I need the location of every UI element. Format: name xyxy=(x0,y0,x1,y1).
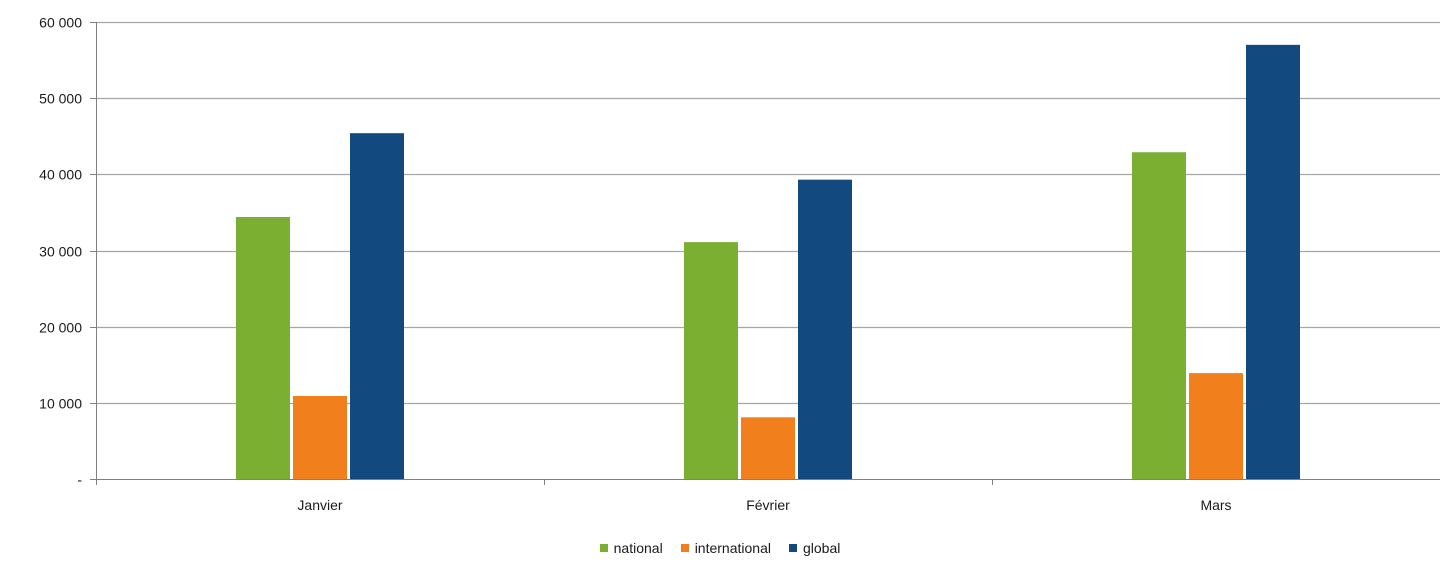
bar-global-1 xyxy=(798,179,852,480)
bar-international-0 xyxy=(293,395,347,479)
bar-global-2 xyxy=(1246,44,1300,479)
y-tick-label: 60 000 xyxy=(39,15,82,31)
legend-label-national: national xyxy=(613,540,663,556)
y-tick-label: 10 000 xyxy=(39,396,82,412)
y-tick-label: 20 000 xyxy=(39,320,82,336)
x-axis-tick-labels: Janvier Février Mars xyxy=(297,497,1231,513)
bar-national-2 xyxy=(1132,152,1186,479)
bar-global-0 xyxy=(350,133,404,479)
legend-item-global: global xyxy=(788,540,841,556)
x-tick-label: Mars xyxy=(1200,497,1231,513)
legend: national international global xyxy=(0,540,1440,556)
legend-swatch-global xyxy=(788,544,797,552)
y-axis-tick-labels: - 10 000 20 000 30 000 40 000 50 000 60 000 xyxy=(39,15,82,488)
bar-international-1 xyxy=(741,417,795,479)
bar-international-2 xyxy=(1189,373,1243,479)
legend-item-national: national xyxy=(599,540,663,556)
y-tick-label: 40 000 xyxy=(39,167,82,183)
y-tick-label: 50 000 xyxy=(39,91,82,107)
gridlines xyxy=(96,21,1440,405)
y-tick-label: 30 000 xyxy=(39,244,82,260)
x-tick-label: Février xyxy=(746,497,790,513)
y-tick-label: - xyxy=(77,472,82,488)
legend-swatch-national xyxy=(599,544,608,552)
axes xyxy=(90,22,1440,485)
legend-item-international: international xyxy=(680,540,771,556)
bars xyxy=(236,44,1300,480)
x-tick-label: Janvier xyxy=(297,497,342,513)
legend-label-global: global xyxy=(802,540,841,556)
bar-national-1 xyxy=(684,242,738,479)
legend-label-international: international xyxy=(694,540,771,556)
bar-national-0 xyxy=(236,216,290,479)
legend-swatch-international xyxy=(680,544,689,552)
